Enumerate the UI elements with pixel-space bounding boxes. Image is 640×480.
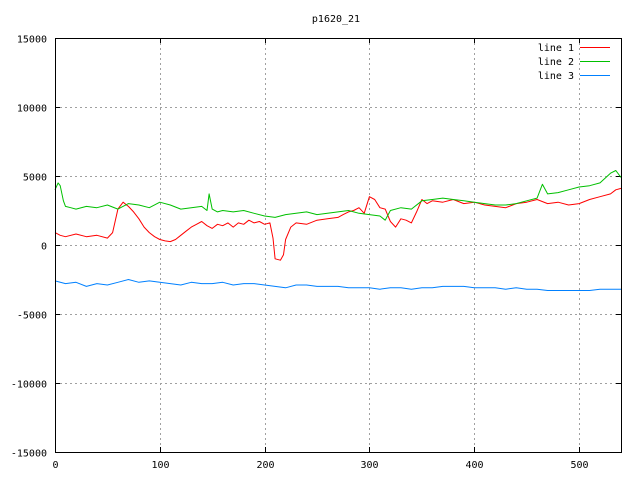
x-tick-label: 100	[151, 460, 169, 471]
y-tick-label: -10000	[11, 380, 47, 391]
axis-ticks: 0 100 200 300 400 500 -15000 -10000 -5000 0 5000 10…	[11, 35, 621, 471]
chart-title: p1620_21	[312, 14, 360, 25]
series-line-1	[54, 187, 622, 261]
y-tick-label: -5000	[17, 311, 47, 322]
y-tick-label: 10000	[17, 104, 47, 115]
x-tick-label: 0	[52, 460, 58, 471]
grid	[55, 38, 621, 452]
y-tick-label: 0	[41, 242, 47, 253]
series-line-3	[54, 279, 621, 291]
x-tick-label: 500	[570, 460, 588, 471]
x-tick-label: 400	[465, 460, 483, 471]
x-tick-label: 300	[360, 460, 378, 471]
series-lines	[54, 170, 622, 291]
legend-label-line-1: line 1	[538, 43, 574, 54]
y-tick-label: 5000	[23, 173, 47, 184]
plot-frame	[55, 38, 622, 453]
y-tick-label: 15000	[17, 35, 47, 46]
legend-label-line-3: line 3	[538, 71, 574, 82]
legend-label-line-2: line 2	[538, 57, 574, 68]
x-tick-label: 200	[256, 460, 274, 471]
y-tick-label: -15000	[11, 449, 47, 460]
series-line-2	[54, 170, 622, 221]
legend: line 1 line 2 line 3	[538, 43, 610, 82]
